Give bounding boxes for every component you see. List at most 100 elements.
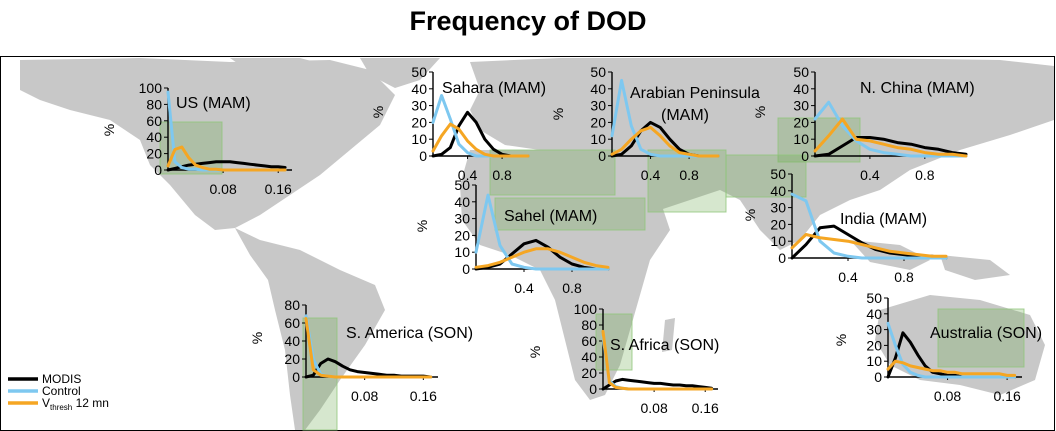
y-axis-label: %: [370, 106, 386, 118]
panel-title: Sahel (MAM): [504, 208, 597, 225]
x-tick-label: 0.08: [351, 388, 378, 404]
page-title: Frequency of DOD: [409, 6, 647, 36]
x-tick-label: 0.8: [562, 280, 582, 296]
y-tick-label: 50: [866, 290, 882, 306]
region-box-arabia: [647, 149, 727, 213]
panel-title: US (MAM): [176, 95, 251, 112]
y-tick-label: 0: [874, 369, 882, 385]
region-box-australia: [937, 308, 1025, 368]
x-tick-label: 0.8: [915, 167, 935, 183]
y-axis-label: %: [101, 124, 117, 136]
y-axis-label: %: [414, 220, 430, 232]
y-tick-label: 0: [598, 148, 606, 164]
y-tick-label: 100: [574, 301, 598, 317]
y-tick-label: 20: [590, 114, 606, 130]
legend-label-modis: MODIS: [42, 372, 81, 386]
x-tick-label: 0.16: [692, 400, 719, 416]
y-tick-label: 0: [419, 148, 427, 164]
x-tick-label: 0.4: [514, 280, 534, 296]
y-tick-label: 50: [770, 166, 786, 182]
y-tick-label: 20: [454, 227, 470, 243]
region-box-india: [725, 154, 807, 198]
panel-title: India (MAM): [840, 211, 927, 228]
y-axis-label: %: [249, 332, 265, 344]
y-tick-label: 10: [770, 233, 786, 249]
y-tick-label: 40: [581, 349, 597, 365]
y-tick-label: 20: [770, 216, 786, 232]
legend-label-control: Control: [42, 384, 81, 398]
y-tick-label: 10: [866, 353, 882, 369]
x-tick-label: 0.4: [838, 269, 858, 285]
y-tick-label: 30: [454, 211, 470, 227]
panel-title: S. Africa (SON): [610, 337, 719, 354]
y-tick-label: 100: [139, 80, 163, 96]
region-box-sahel: [494, 197, 646, 231]
series-line-vthresh: [813, 117, 968, 158]
y-tick-label: 30: [770, 200, 786, 216]
series-line-control: [474, 193, 610, 271]
y-tick-label: 20: [284, 351, 300, 367]
x-tick-label: 0.8: [679, 167, 699, 183]
y-tick-label: 50: [454, 177, 470, 193]
y-tick-label: 40: [146, 129, 162, 145]
y-tick-label: 20: [866, 337, 882, 353]
y-tick-label: 10: [793, 131, 809, 147]
x-tick-label: 0.08: [934, 388, 961, 404]
series-line-vthresh: [790, 233, 948, 258]
panel-title: S. America (SON): [346, 325, 473, 342]
y-tick-label: 20: [146, 146, 162, 162]
series-line-vthresh: [431, 122, 530, 158]
x-tick-label: 0.16: [265, 181, 292, 197]
panel-title: Australia (SON): [930, 325, 1042, 342]
y-tick-label: 30: [793, 98, 809, 114]
y-tick-label: 40: [770, 183, 786, 199]
y-tick-label: 20: [411, 114, 427, 130]
y-tick-label: 30: [866, 322, 882, 338]
x-tick-label: 0.4: [860, 167, 880, 183]
y-tick-label: 0: [154, 162, 162, 178]
y-tick-label: 20: [581, 365, 597, 381]
series-line-modis: [813, 136, 968, 158]
y-tick-label: 10: [454, 244, 470, 260]
y-axis-label: %: [527, 346, 543, 358]
series-line-vthresh: [886, 359, 1017, 377]
y-tick-label: 40: [866, 306, 882, 322]
region-boxes: [159, 117, 1025, 431]
y-axis-label: %: [550, 108, 566, 120]
x-tick-label: 0.16: [410, 388, 437, 404]
y-tick-label: 80: [581, 317, 597, 333]
y-tick-label: 40: [454, 194, 470, 210]
y-tick-label: 30: [411, 98, 427, 114]
panel-title: Sahara (MAM): [442, 80, 546, 97]
y-axis-label: %: [833, 334, 849, 346]
y-tick-label: 40: [284, 333, 300, 349]
y-tick-label: 40: [793, 81, 809, 97]
series-line-control: [886, 321, 1017, 379]
panel-title: Arabian Peninsula (MAM): [630, 85, 760, 124]
y-tick-label: 20: [793, 114, 809, 130]
region-box-south-africa: [595, 313, 633, 371]
y-tick-label: 60: [284, 315, 300, 331]
series-line-control: [790, 192, 948, 260]
series-line-modis: [601, 377, 714, 391]
y-tick-label: 30: [590, 98, 606, 114]
legend-label-vthresh: Vthresh 12 mn: [42, 396, 109, 412]
x-tick-label: 0.4: [641, 167, 661, 183]
series-line-vthresh: [474, 247, 610, 269]
series-line-vthresh: [304, 317, 433, 379]
y-axis-label: %: [742, 209, 758, 221]
y-tick-label: 0: [778, 250, 786, 266]
y-tick-label: 50: [411, 64, 427, 80]
chart-south-america: 0 20 40 60 80 0.08 0.16% S. America (SON): [249, 297, 473, 404]
x-tick-label: 0.8: [894, 269, 914, 285]
series-line-vthresh: [166, 145, 287, 172]
y-tick-label: 40: [590, 81, 606, 97]
